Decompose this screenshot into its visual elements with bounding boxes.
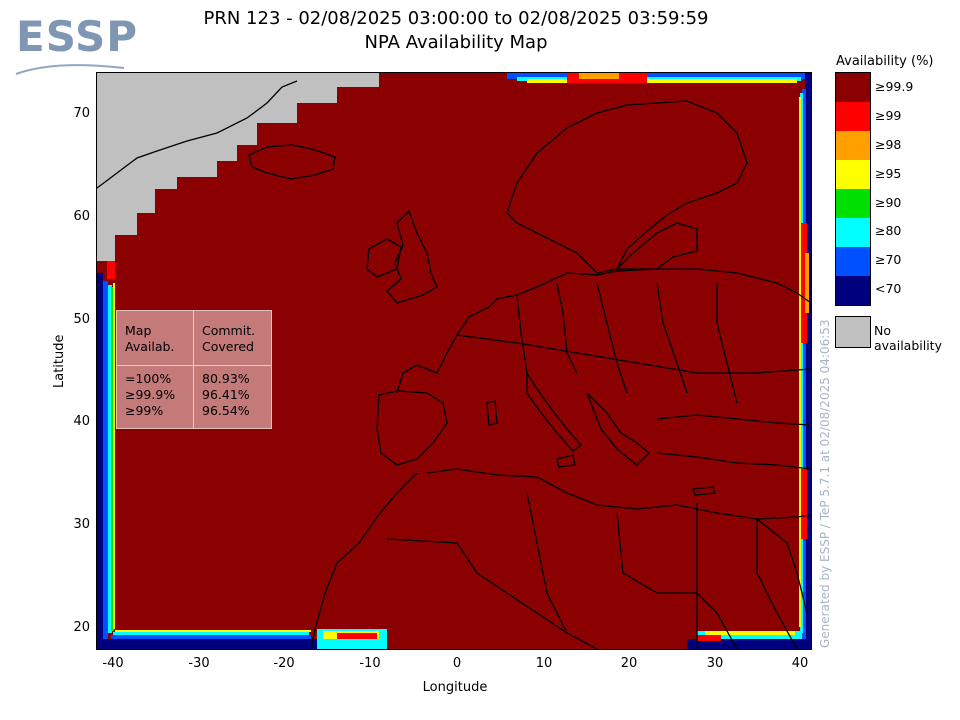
east-band-red-1	[801, 223, 807, 343]
availability-stats-table: Map Availab. Commit. Covered =100% ≥99.9…	[116, 310, 272, 429]
y-tick-30: 30	[73, 517, 90, 532]
essp-logo: ESSP	[14, 12, 137, 82]
stats-thresholds: =100% ≥99.9% ≥99%	[125, 371, 176, 418]
no-availability-label: No availability	[874, 323, 942, 353]
south-east-navy	[687, 639, 811, 649]
east-band-blue	[802, 89, 806, 639]
legend-swatch-98	[836, 131, 870, 160]
y-tick-50: 50	[73, 312, 90, 327]
stats-header-map-availab: Map Availab.	[125, 323, 175, 354]
east-band-orange-1	[805, 253, 809, 313]
south-east-red	[697, 635, 721, 641]
west-band-yellow	[113, 283, 115, 629]
stats-coverage-values: 80.93% 96.41% 96.54%	[202, 371, 250, 418]
west-band-green	[111, 287, 114, 631]
south-band-blue	[111, 635, 311, 639]
x-tick-40: 40	[791, 656, 809, 671]
x-tick-20: 20	[620, 656, 638, 671]
y-tick-70: 70	[73, 106, 90, 121]
no-availability-swatch	[835, 316, 871, 348]
x-tick-m20: -20	[273, 656, 295, 671]
east-band-cyan	[800, 93, 803, 633]
west-band-cyan	[108, 285, 112, 633]
legend-label-80: ≥80	[875, 223, 902, 238]
legend-label-90: ≥90	[875, 195, 902, 210]
logo-swoosh-icon	[15, 64, 125, 75]
legend-label-99: ≥99	[875, 108, 902, 123]
legend-label-99-9: ≥99.9	[875, 79, 914, 94]
legend-swatch-99	[836, 102, 870, 131]
legend-swatch-80	[836, 218, 870, 247]
x-tick-0: 0	[452, 656, 462, 671]
x-tick-30: 30	[706, 656, 724, 671]
west-band-navy	[97, 273, 103, 649]
x-tick-10: 10	[535, 656, 553, 671]
south-band-navy	[97, 639, 337, 649]
map-canvas	[97, 73, 811, 649]
y-tick-40: 40	[73, 414, 90, 429]
logo-text: ESSP	[16, 12, 139, 61]
legend-label-70: ≥70	[875, 252, 902, 267]
legend-swatch-90	[836, 189, 870, 218]
x-tick-m10: -10	[359, 656, 381, 671]
availability-legend	[835, 72, 871, 306]
stats-header-commit-covered: Commit. Covered	[202, 323, 256, 354]
legend-label-98: ≥98	[875, 137, 902, 152]
east-band-yellow	[799, 97, 801, 627]
coastlines	[97, 80, 811, 649]
legend-label-95: ≥95	[875, 166, 902, 181]
south-east-yellow	[705, 631, 795, 635]
south-band-cyan	[113, 632, 309, 635]
y-tick-20: 20	[73, 620, 90, 635]
east-band-navy	[805, 73, 811, 649]
north-band-navy	[507, 73, 811, 79]
south-band-yellow	[115, 630, 311, 632]
west-band-blue	[103, 281, 108, 649]
y-tick-60: 60	[73, 209, 90, 224]
legend-swatch-99-9	[836, 73, 870, 102]
stats-row-divider	[117, 365, 271, 366]
map-subtitle: NPA Availability Map	[364, 32, 548, 53]
legend-swatch-70	[836, 247, 870, 276]
map-title: PRN 123 - 02/08/2025 03:00:00 to 02/08/2…	[203, 8, 709, 29]
south-band-ocean-red	[337, 633, 377, 639]
north-band-orange	[579, 73, 619, 79]
y-axis-label: Latitude	[52, 334, 67, 388]
x-tick-m30: -30	[188, 656, 210, 671]
no-availability-region	[97, 73, 379, 261]
generated-by-watermark: Generated by ESSP / TeP 5.7.1 at 02/08/2…	[818, 319, 832, 648]
legend-swatch-lt70	[836, 276, 870, 305]
west-band-red	[107, 261, 115, 279]
x-axis-label: Longitude	[422, 680, 488, 695]
legend-title: Availability (%)	[836, 54, 934, 69]
north-band-yellow	[527, 79, 797, 83]
legend-label-lt70: <70	[875, 281, 902, 296]
stats-column-divider	[117, 311, 194, 428]
east-band-red-2	[801, 469, 807, 539]
legend-swatch-95	[836, 160, 870, 189]
x-tick-m40: -40	[102, 656, 124, 671]
